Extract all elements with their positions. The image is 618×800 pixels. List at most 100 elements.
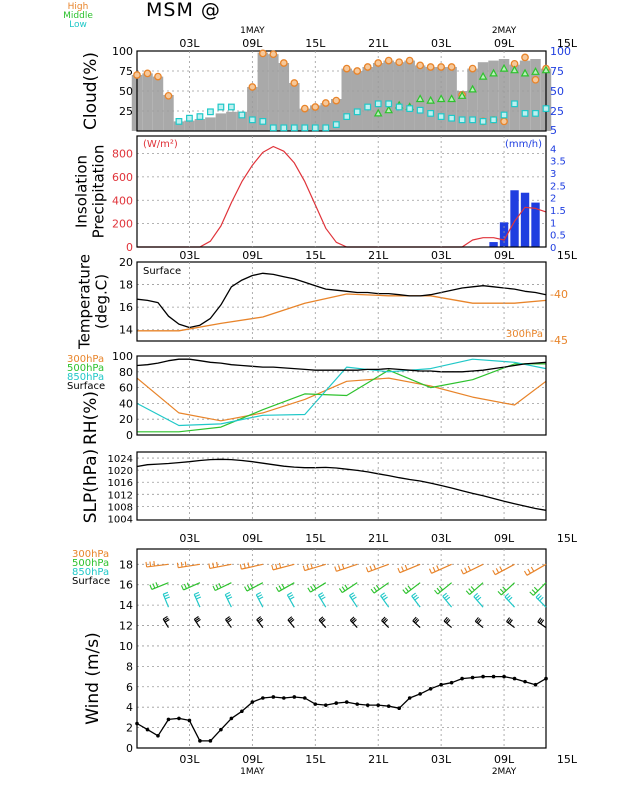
wind-barb-flag <box>310 585 314 591</box>
wind-barb-flag <box>180 585 184 591</box>
cloud-low-point <box>186 114 193 122</box>
wind-barb-staff <box>367 563 389 573</box>
wind-barb-flag <box>258 596 264 600</box>
ins-ytick-left: 0 <box>126 241 133 254</box>
wind-barb-flag <box>523 570 528 576</box>
top-date-label: 2MAY <box>492 26 517 36</box>
cloud-low-point <box>469 116 476 124</box>
cloud-total-bar <box>299 108 311 131</box>
wind-ytick-left: 2 <box>126 722 133 735</box>
wind-barb-flag <box>464 567 468 573</box>
wind-barb-flag <box>365 567 369 573</box>
wind-barb-flag <box>152 583 156 589</box>
cloud-high-point <box>300 104 309 113</box>
slp-tick-label: 03L <box>431 532 452 545</box>
wind-barb-staff <box>151 582 169 590</box>
cloud-low-point <box>259 117 267 125</box>
wind-barb-flag <box>370 588 375 594</box>
rh-ytick-left: 0 <box>126 429 133 442</box>
wind-barb-flag <box>535 593 541 598</box>
wind-barb-flag <box>288 594 294 598</box>
cloud-middle-point <box>436 94 446 103</box>
precip-bar <box>531 202 540 247</box>
wind-surface-point <box>344 700 349 704</box>
wind-surface-point <box>334 701 339 705</box>
cloud-low-point <box>458 116 466 124</box>
wind-surface-point <box>481 674 485 679</box>
cloud-high-point <box>342 64 351 73</box>
wind-surface-point <box>502 674 506 679</box>
temp-ytick-left: 14 <box>119 324 133 337</box>
rh-legend-0: 300hPa <box>67 354 104 365</box>
wind-barb-flag <box>244 586 248 592</box>
slp-ytick-left: 1020 <box>108 466 133 477</box>
wind-barb-flag <box>533 586 539 592</box>
bottom-date-label: 1MAY <box>240 767 265 777</box>
slp-tick-label: 03L <box>179 532 200 545</box>
wind-barb-flag <box>216 561 219 568</box>
wind-barb-staff <box>537 621 547 629</box>
wind-barb-flag <box>302 565 306 571</box>
wind-ytick-left: 8 <box>126 660 133 673</box>
wind-barb-flag <box>195 594 201 598</box>
wind-surface-point <box>166 717 171 722</box>
ins-ytick-right: 2 <box>550 194 556 205</box>
temp-ytick-right: -40 <box>550 288 568 301</box>
wind-barb-flag <box>243 563 246 569</box>
rh-ytick-left: 20 <box>119 413 133 426</box>
cloud-total-bar <box>184 120 195 131</box>
wind-surface-point <box>365 703 370 707</box>
wind-ytick-left: 0 <box>126 742 133 755</box>
cloud-ytick-left: 100 <box>112 45 133 58</box>
slp-tick-label: 15L <box>557 532 578 545</box>
wind-barb-flag <box>537 617 542 623</box>
wind-surface-point <box>261 696 265 700</box>
wind-surface-point <box>386 704 391 708</box>
wind-surface-point <box>187 718 192 723</box>
wind-surface-point <box>418 692 422 696</box>
cloud-low-point <box>448 114 456 122</box>
wind-barb-flag <box>195 617 200 622</box>
wind-barb-flag <box>318 616 324 621</box>
wind-surface-point <box>313 702 318 706</box>
slp-ytick-left: 1024 <box>108 454 133 465</box>
wind-barb-staff <box>463 563 484 575</box>
slp-tick-label: 09L <box>242 532 263 545</box>
wind-barb-flag <box>508 619 513 625</box>
bottom-tick-label: 09L <box>494 753 515 766</box>
wind-barb-flag <box>375 584 380 590</box>
wind-barb-flag <box>369 565 373 571</box>
wind-barb-flag <box>352 619 357 624</box>
rh-500hpa-line <box>137 363 546 433</box>
cloud-low-point <box>416 106 424 114</box>
wind-barb-flag <box>373 586 378 592</box>
wind-barb-flag <box>499 566 503 572</box>
wind-barb-flag <box>474 617 479 622</box>
wind-barb-flag <box>149 561 152 567</box>
cloud-total-bar <box>215 113 227 131</box>
wind-barb-flag <box>531 589 536 594</box>
wind-barb-flag <box>373 564 377 570</box>
cloud-low-point <box>500 111 508 119</box>
wind-barb-staff <box>442 595 453 608</box>
wind-barb-flag <box>287 592 293 596</box>
wind-barb-flag <box>475 594 480 599</box>
wind-barb-flag <box>334 566 337 572</box>
ins-ytick-right: 3.5 <box>550 157 566 168</box>
wind-barb-flag <box>278 562 282 568</box>
cloud-low-point <box>364 103 372 111</box>
wind-barb-flag <box>275 563 278 569</box>
wind-barb-flag <box>163 591 169 595</box>
cloud-low-point <box>521 109 529 117</box>
wind-barb-flag <box>215 584 219 590</box>
wind-barb-flag <box>351 617 356 623</box>
wind-ytick-left: 4 <box>126 701 133 714</box>
ins-tick-label: 21L <box>368 249 389 262</box>
temp-ytick-left: 16 <box>119 301 133 314</box>
wind-surface-point <box>208 739 213 743</box>
cloud-middle-point <box>489 68 498 77</box>
wind-barb-flag <box>227 619 233 623</box>
cloud-high-point <box>374 59 383 67</box>
cloud-ytick-right: 25 <box>550 105 564 118</box>
